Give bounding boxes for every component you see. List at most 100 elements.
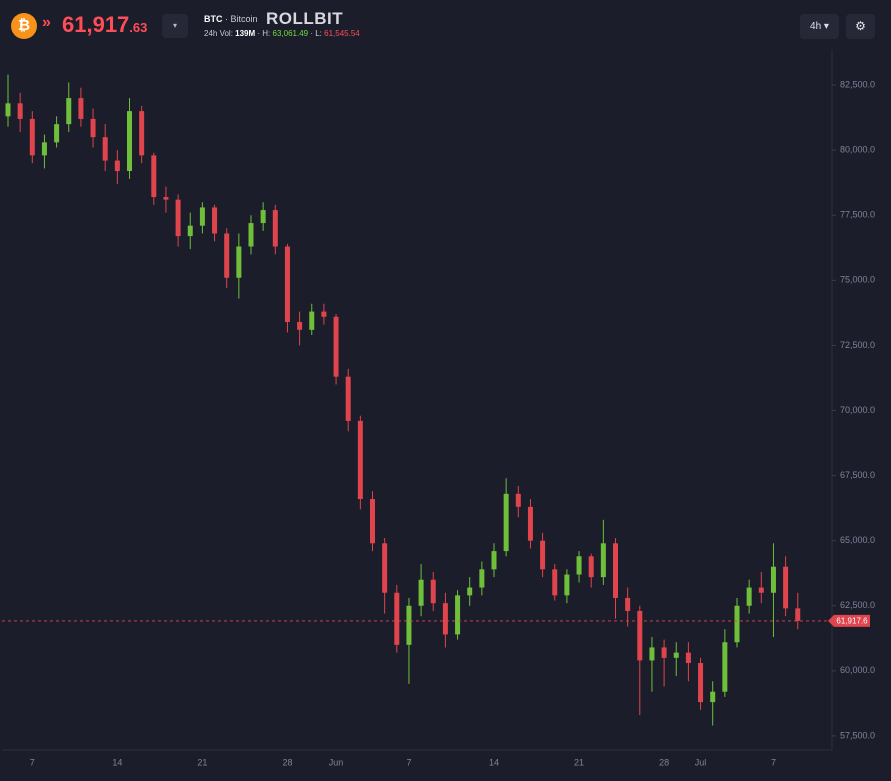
price: 61,917.63 bbox=[62, 12, 147, 38]
x-tick-label: 21 bbox=[574, 757, 584, 767]
stats: 24h Vol: 139M · H: 63,061.49 · L: 61,545… bbox=[204, 29, 360, 38]
candle-body bbox=[479, 569, 485, 588]
last-price-label: 61,917.6 bbox=[836, 617, 868, 626]
high-label: H: bbox=[262, 29, 271, 38]
vol-label: 24h Vol: bbox=[204, 29, 233, 38]
x-tick-label: 7 bbox=[771, 757, 776, 767]
candle-body bbox=[187, 225, 193, 237]
high: 63,061.49 bbox=[272, 29, 309, 38]
y-tick-label: 57,500.0 bbox=[840, 730, 875, 740]
candle-body bbox=[515, 493, 521, 507]
candle-body bbox=[564, 574, 570, 596]
dropdown[interactable]: ▾ bbox=[162, 14, 188, 38]
candle-body bbox=[600, 543, 606, 578]
candle-body bbox=[576, 556, 582, 575]
candle-body bbox=[17, 103, 23, 119]
low-label: L: bbox=[315, 29, 322, 38]
candle-body bbox=[272, 210, 278, 247]
y-tick-label: 72,500.0 bbox=[840, 340, 875, 350]
candle-body bbox=[770, 566, 776, 593]
vol: 139M bbox=[235, 29, 256, 38]
candle-body bbox=[491, 551, 497, 570]
candle-body bbox=[734, 605, 740, 643]
y-tick-label: 62,500.0 bbox=[840, 600, 875, 610]
candle-body bbox=[248, 223, 254, 247]
candle-body bbox=[333, 316, 339, 377]
candle-body bbox=[309, 311, 315, 330]
candle-body bbox=[661, 647, 667, 658]
candle-body bbox=[442, 603, 448, 635]
candle-body bbox=[552, 569, 558, 596]
candle-body bbox=[175, 199, 181, 237]
x-tick-label: Jul bbox=[695, 757, 707, 767]
x-tick-label: 28 bbox=[659, 757, 669, 767]
candle-body bbox=[114, 160, 120, 172]
x-tick-label: 14 bbox=[112, 757, 122, 767]
candle-body bbox=[78, 98, 84, 119]
interval-button[interactable]: 4h ▾ bbox=[800, 14, 839, 39]
y-tick-label: 82,500.0 bbox=[840, 79, 875, 89]
candle-body bbox=[649, 647, 655, 661]
header: ₿ » 61,917.63 ▾ BTC · Bitcoin ROLLBIT 24… bbox=[0, 0, 891, 50]
candle-body bbox=[710, 691, 716, 703]
candle-body bbox=[284, 246, 290, 323]
candle-body bbox=[588, 556, 594, 578]
candle-body bbox=[406, 605, 412, 645]
candle-body bbox=[467, 587, 473, 596]
candle-body bbox=[673, 652, 679, 658]
candle-body bbox=[357, 420, 363, 500]
y-tick-label: 77,500.0 bbox=[840, 210, 875, 220]
y-tick-label: 75,000.0 bbox=[840, 275, 875, 285]
x-tick-label: 7 bbox=[406, 757, 411, 767]
candle-body bbox=[685, 652, 691, 664]
candle-body bbox=[224, 233, 230, 278]
candle-body bbox=[722, 642, 728, 692]
settings-button[interactable]: ⚙ bbox=[846, 14, 875, 39]
candle-body bbox=[54, 124, 60, 143]
candle-body bbox=[783, 566, 789, 609]
candle-body bbox=[613, 543, 618, 598]
x-tick-label: 28 bbox=[282, 757, 292, 767]
brand: ROLLBIT bbox=[266, 9, 344, 28]
candle-body bbox=[527, 506, 533, 541]
y-tick-label: 80,000.0 bbox=[840, 145, 875, 155]
candle-body bbox=[698, 663, 704, 703]
candle-body bbox=[370, 499, 375, 544]
y-tick-label: 67,500.0 bbox=[840, 470, 875, 480]
candle-body bbox=[127, 111, 132, 172]
candle-body bbox=[66, 98, 72, 125]
candle-body bbox=[199, 207, 205, 226]
candle-body bbox=[758, 587, 764, 593]
candle-body bbox=[297, 322, 303, 330]
candle-body bbox=[394, 592, 400, 645]
candle-body bbox=[540, 540, 546, 570]
candle-body bbox=[382, 543, 388, 593]
candle-body bbox=[321, 311, 327, 317]
candle-body bbox=[139, 111, 145, 156]
candle-body bbox=[455, 595, 461, 635]
candle-body bbox=[260, 210, 266, 224]
price-int: 61,917 bbox=[62, 12, 130, 37]
candle-body bbox=[637, 610, 643, 661]
y-tick-label: 60,000.0 bbox=[840, 665, 875, 675]
candle-body bbox=[625, 597, 631, 611]
symbol-code: BTC bbox=[204, 14, 223, 24]
low: 61,545.54 bbox=[324, 29, 360, 38]
candle-body bbox=[418, 579, 424, 606]
x-tick-label: 21 bbox=[197, 757, 207, 767]
x-tick-label: 14 bbox=[489, 757, 499, 767]
candle-body bbox=[746, 587, 752, 606]
candle-body bbox=[163, 197, 169, 200]
trend-icon: » bbox=[42, 14, 51, 31]
symbol: BTC · Bitcoin bbox=[204, 14, 258, 24]
candle-body bbox=[151, 155, 157, 198]
candle-body bbox=[503, 493, 509, 552]
candle-body bbox=[236, 246, 242, 278]
interval: 4h bbox=[810, 21, 822, 32]
candle-body bbox=[345, 376, 351, 421]
candle-body bbox=[795, 608, 801, 621]
last-price-tag bbox=[828, 614, 870, 627]
candle-body bbox=[90, 118, 96, 138]
